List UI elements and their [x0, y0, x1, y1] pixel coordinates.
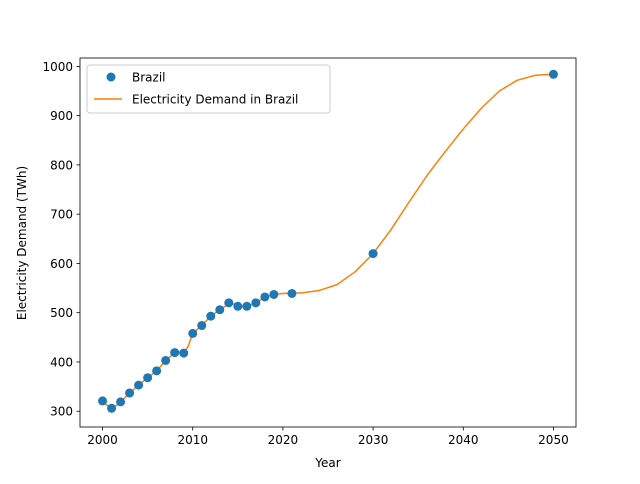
- legend: Brazil Electricity Demand in Brazil: [86, 64, 331, 114]
- y-tick-label: 500: [50, 306, 73, 320]
- y-axis-label: Electricity Demand (TWh): [15, 166, 29, 320]
- data-point: [197, 321, 207, 331]
- data-point: [260, 292, 270, 302]
- data-point: [206, 311, 216, 321]
- series-layer: [98, 69, 558, 413]
- x-tick-label: 2050: [538, 433, 569, 447]
- data-point: [368, 249, 378, 259]
- legend-label-1: Electricity Demand in Brazil: [132, 93, 298, 107]
- data-point: [143, 373, 153, 383]
- data-point: [242, 301, 252, 311]
- data-point: [134, 380, 144, 390]
- data-point: [107, 403, 117, 413]
- y-tick-label: 800: [50, 158, 73, 172]
- data-point: [179, 348, 189, 358]
- data-point: [98, 396, 108, 406]
- data-point: [224, 298, 234, 308]
- y-tick-label: 400: [50, 355, 73, 369]
- data-point: [269, 289, 279, 299]
- data-point: [170, 348, 180, 358]
- axes-layer: 2000 2010 2020 2030 2040 2050 300 400 500 600 700 8…: [42, 57, 577, 447]
- y-tick-label: 900: [50, 109, 73, 123]
- x-axis-label: Year: [314, 456, 340, 470]
- data-point: [161, 355, 171, 365]
- legend-marker-0: [106, 72, 116, 82]
- axes-frame: [79, 57, 577, 428]
- data-point: [188, 328, 198, 338]
- x-tick-label: 2000: [87, 433, 118, 447]
- data-point: [215, 305, 225, 315]
- data-point: [548, 69, 558, 79]
- data-point: [152, 366, 162, 376]
- x-tick-label: 2040: [448, 433, 479, 447]
- y-tick-label: 700: [50, 208, 73, 222]
- y-tick-label: 1000: [42, 60, 73, 74]
- x-tick-label: 2010: [177, 433, 208, 447]
- y-tick-label: 600: [50, 257, 73, 271]
- y-tick-label: 300: [50, 405, 73, 419]
- legend-label-0: Brazil: [132, 71, 166, 85]
- x-tick-label: 2030: [358, 433, 389, 447]
- legend-frame: [86, 64, 331, 114]
- plot-area: [80, 58, 576, 427]
- data-point: [125, 388, 135, 398]
- data-point: [287, 288, 297, 298]
- data-point: [233, 301, 243, 311]
- plot-background: [80, 58, 576, 427]
- data-point: [251, 298, 261, 308]
- data-point: [116, 397, 126, 407]
- x-tick-label: 2020: [268, 433, 299, 447]
